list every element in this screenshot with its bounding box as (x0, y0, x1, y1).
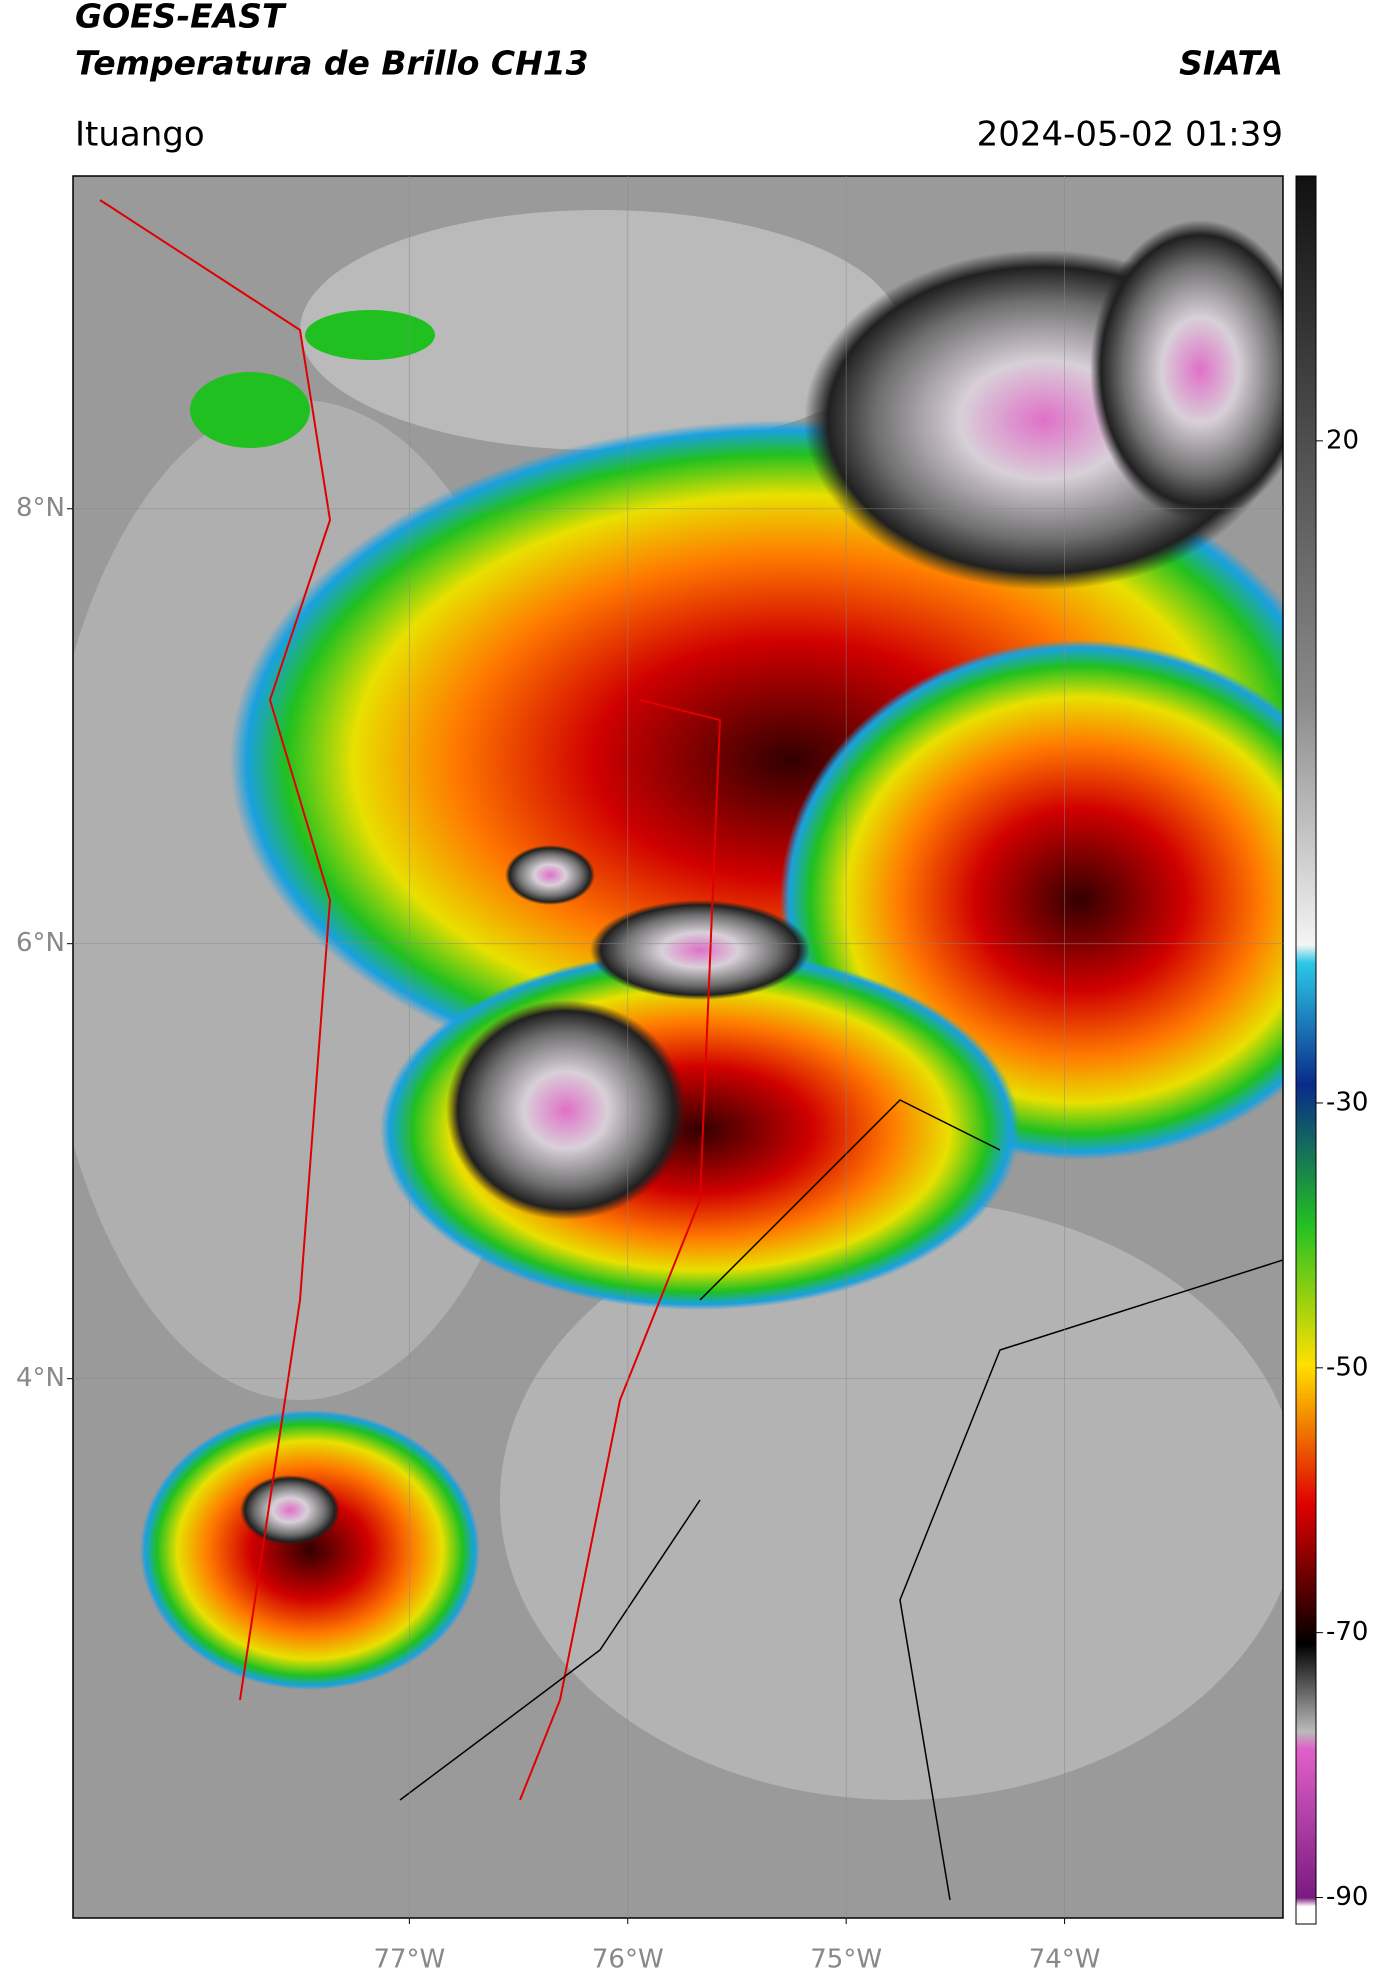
map-frame (72, 175, 1284, 1919)
map-imagery (73, 176, 1283, 1918)
x-tick-label: 76°W (592, 1945, 664, 1975)
location: Ituango (75, 115, 205, 155)
colorbar-tick-label: -30 (1326, 1087, 1368, 1117)
y-tick-label: 8°N (16, 493, 65, 523)
colorbar (1295, 175, 1317, 1925)
subtitle: Temperatura de Brillo CH13 (75, 44, 589, 83)
colorbar-tick-label: -90 (1326, 1882, 1368, 1912)
colorbar-tick-label: -50 (1326, 1352, 1368, 1382)
y-tick-label: 6°N (16, 928, 65, 958)
colorbar-tick-label: -70 (1326, 1617, 1368, 1647)
source: SIATA (1179, 44, 1283, 83)
timestamp: 2024-05-02 01:39 (977, 115, 1283, 155)
x-tick-label: 77°W (373, 1945, 445, 1975)
colorbar-tick-label: 20 (1326, 425, 1359, 455)
y-tick-label: 4°N (16, 1363, 65, 1393)
x-tick-label: 74°W (1029, 1945, 1101, 1975)
x-tick-label: 75°W (810, 1945, 882, 1975)
title: GOES-EAST (75, 0, 287, 36)
